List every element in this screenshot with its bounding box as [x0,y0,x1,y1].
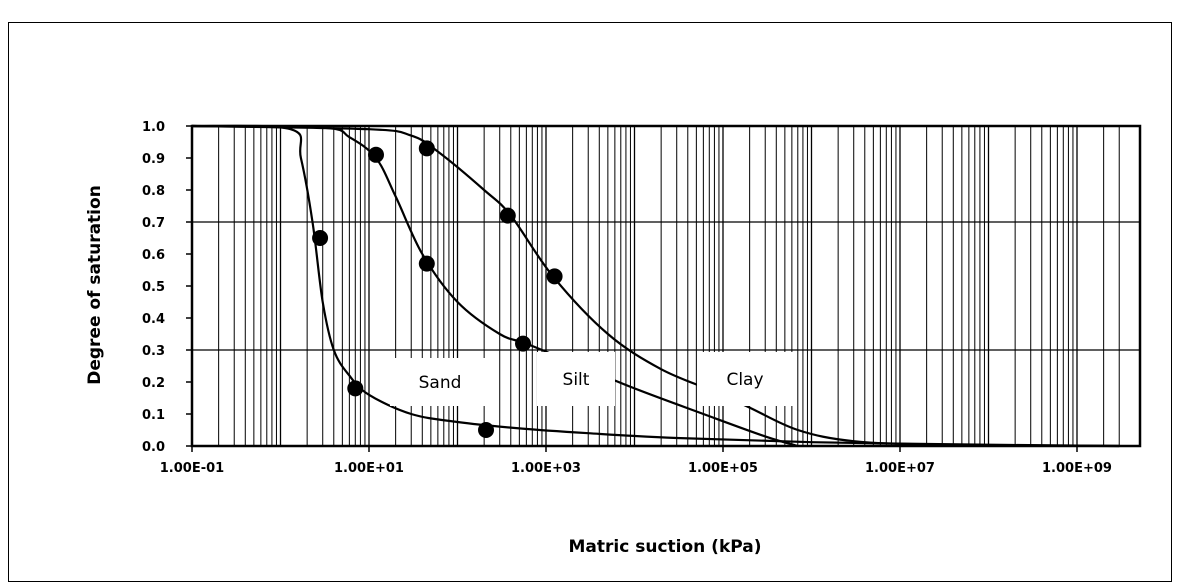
clay-label-box [697,352,793,406]
silt-marker [418,255,435,272]
silt-label: Silt [537,352,615,406]
chart-frame [8,22,1172,582]
x-tick-label: 1.00E+09 [1042,461,1112,476]
axes: 0.0 0.1 0.2 0.3 0.4 0.5 0.6 0.7 0.8 0.9 1.0 1.00E-0… [142,120,1142,476]
sand-label-text: Sand [419,373,462,393]
x-axis-title: Matric suction (kPa) [569,537,762,557]
grid [191,126,1140,446]
y-tick-label: 0.0 [142,440,165,455]
y-tick-label: 0.5 [142,280,165,295]
clay-curve [191,124,1120,448]
silt-marker [368,146,385,163]
x-tick-label: 1.00E+05 [688,461,758,476]
sand-label-box [390,358,490,406]
y-tick-label: 1.0 [142,120,165,135]
x-tick-label: 1.00E+07 [865,461,935,476]
y-tick-label: 0.6 [142,248,165,263]
y-tick-label: 0.3 [142,344,165,359]
clay-label-text: Clay [726,370,763,390]
sand-marker [478,422,495,438]
x-tick-label: 1.00E+03 [511,461,581,476]
y-tick-label: 0.4 [142,312,165,327]
y-tick-label: 0.2 [142,376,165,391]
silt-curve [191,124,799,448]
sand-marker [312,230,329,246]
series-annotations: Sand Silt Clay [390,352,793,406]
sand-marker [347,380,364,397]
y-tick-label: 0.9 [142,152,165,167]
y-axis-title: Degree of saturation [85,185,105,385]
x-tick-label: 1.00E-01 [160,461,224,476]
y-tick-label: 0.1 [142,408,165,423]
silt-marker [515,335,532,352]
clay-label: Clay [697,352,793,406]
clay-marker [546,268,563,285]
sand-curve [191,124,1120,448]
silt-label-box [537,352,615,406]
silt-label-text: Silt [563,370,590,390]
y-tick-label: 0.7 [142,216,165,231]
x-tick-label: 1.00E+01 [334,461,404,476]
sand-label: Sand [390,358,490,406]
series-layer [191,124,1120,448]
clay-marker [418,140,435,157]
clay-marker [499,207,516,224]
y-tick-label: 0.8 [142,184,165,199]
